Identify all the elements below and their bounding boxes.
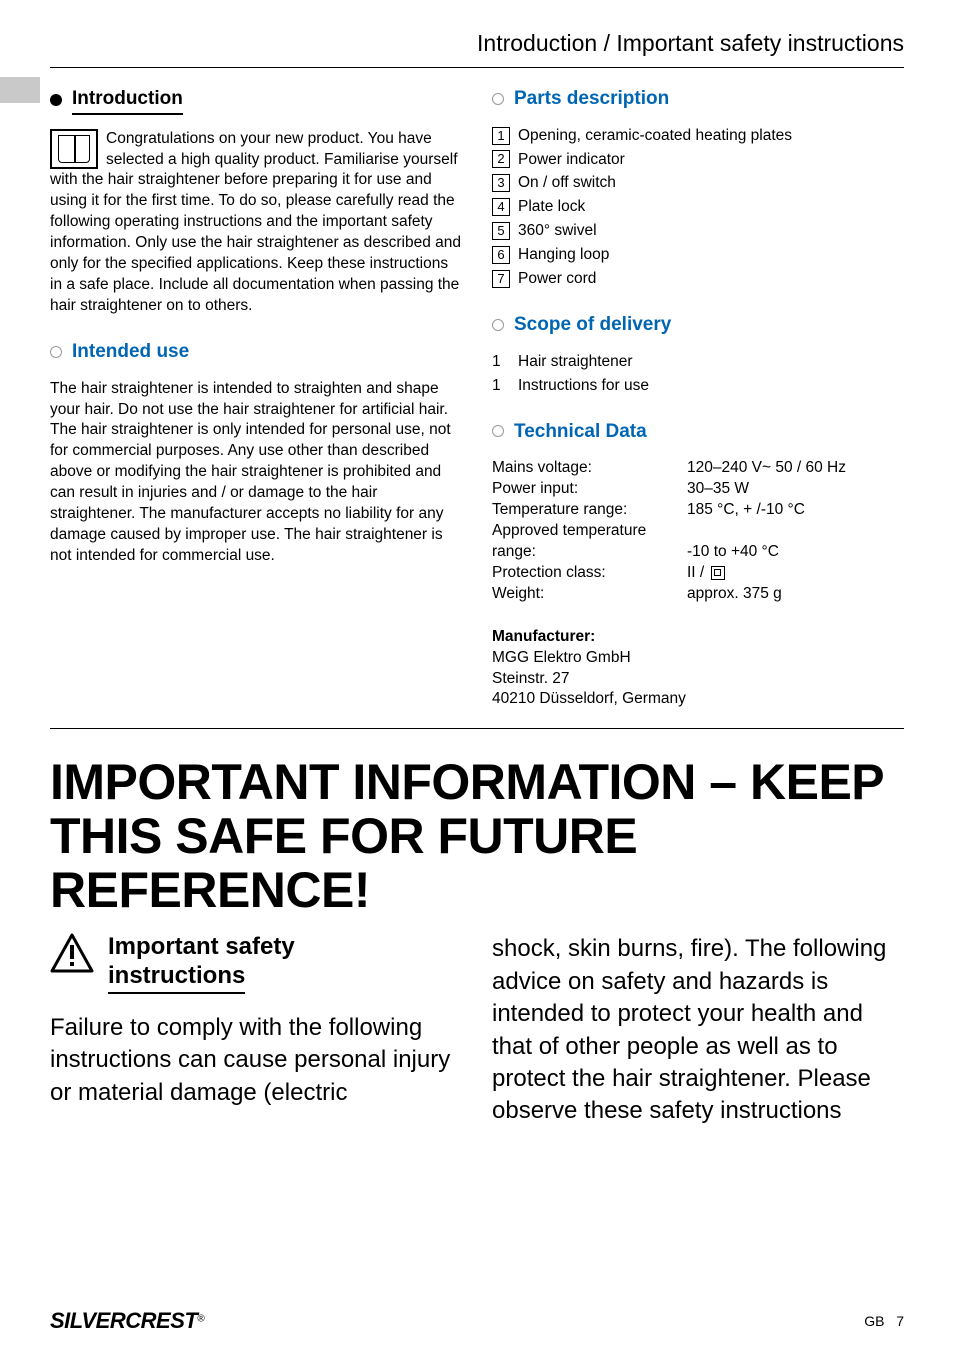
brand-text: SILVERCREST [50, 1308, 197, 1333]
part-label: Hanging loop [518, 246, 609, 263]
tech-value: II / [687, 563, 725, 584]
tech-row: range:-10 to +40 °C [492, 542, 904, 563]
intro-head-text: Introduction [72, 86, 183, 115]
left-column: Introduction Congratulations on your new… [50, 86, 462, 710]
manufacturer-line: MGG Elektro GmbH [492, 648, 904, 669]
scope-label: Hair straightener [518, 353, 633, 370]
part-label: Plate lock [518, 198, 585, 215]
running-head: Introduction / Important safety instruct… [0, 0, 954, 67]
tech-label: Approved temperature [492, 521, 687, 542]
tech-row: Power input:30–35 W [492, 479, 904, 500]
intended-heading: Intended use [50, 339, 462, 365]
scope-head-text: Scope of delivery [514, 312, 671, 338]
part-item: 5 360° swivel [492, 221, 904, 242]
part-item: 4 Plate lock [492, 197, 904, 218]
part-label: Power cord [518, 270, 596, 287]
right-column: Parts description 1 Opening, ceramic-coat… [492, 86, 904, 710]
lower-columns: Important safety instructions Failure to… [0, 933, 954, 1127]
scope-item: 1Instructions for use [492, 376, 904, 397]
brand-logo: SILVERCREST® [50, 1308, 205, 1334]
tech-heading: Technical Data [492, 419, 904, 445]
tech-value: 30–35 W [687, 479, 749, 500]
part-label: On / off switch [518, 174, 616, 191]
tech-value: -10 to +40 °C [687, 542, 779, 563]
scope-heading: Scope of delivery [492, 312, 904, 338]
manufacturer-block: Manufacturer: MGG Elektro GmbH Steinstr.… [492, 627, 904, 711]
footer: SILVERCREST® GB 7 [50, 1308, 904, 1334]
tech-table: Mains voltage:120–240 V~ 50 / 60 Hz Powe… [492, 458, 904, 604]
scope-list: 1Hair straightener 1Instructions for use [492, 352, 904, 397]
part-num: 6 [492, 246, 510, 264]
page-lang: GB [864, 1313, 884, 1329]
giant-notice: IMPORTANT INFORMATION – KEEP THIS SAFE F… [0, 729, 954, 933]
part-num: 5 [492, 222, 510, 240]
tech-label: Temperature range: [492, 500, 687, 521]
intended-head-text: Intended use [72, 339, 189, 365]
part-num: 3 [492, 174, 510, 192]
part-label: Opening, ceramic-coated heating plates [518, 127, 792, 144]
intended-body: The hair straightener is intended to str… [50, 379, 462, 567]
safety-heading: Important safety instructions [108, 933, 295, 994]
tech-label: range: [492, 542, 687, 563]
manual-icon [50, 129, 98, 169]
tech-label: Protection class: [492, 563, 687, 584]
tech-label: Mains voltage: [492, 458, 687, 479]
manufacturer-line: Steinstr. 27 [492, 669, 904, 690]
tech-label: Weight: [492, 584, 687, 605]
part-num: 4 [492, 198, 510, 216]
safety-head-line2: instructions [108, 962, 245, 994]
part-item: 1 Opening, ceramic-coated heating plates [492, 126, 904, 147]
part-label: Power indicator [518, 151, 625, 168]
manufacturer-head: Manufacturer: [492, 627, 904, 648]
scope-qty: 1 [492, 352, 518, 373]
part-num: 1 [492, 127, 510, 145]
bullet-solid-icon [50, 94, 62, 106]
tech-value: approx. 375 g [687, 584, 782, 605]
part-item: 2 Power indicator [492, 150, 904, 171]
intro-body: Congratulations on your new product. You… [50, 130, 461, 314]
intro-heading: Introduction [50, 86, 462, 115]
lower-left: Important safety instructions Failure to… [50, 933, 462, 1127]
parts-head-text: Parts description [514, 86, 669, 112]
tech-row: Protection class:II / [492, 563, 904, 584]
brand-reg: ® [197, 1314, 204, 1325]
lower-right: shock, skin burns, fire). The following … [492, 933, 904, 1127]
safety-heading-row: Important safety instructions [50, 933, 462, 994]
scope-label: Instructions for use [518, 377, 649, 394]
part-item: 3 On / off switch [492, 173, 904, 194]
part-label: 360° swivel [518, 222, 597, 239]
safety-right-body: shock, skin burns, fire). The following … [492, 933, 904, 1127]
parts-list: 1Opening, ceramic-coated heating plates … [492, 126, 904, 290]
part-item: 7 Power cord [492, 269, 904, 290]
tech-value: 185 °C, + /-10 °C [687, 500, 805, 521]
class-ii-icon [711, 566, 725, 580]
scope-qty: 1 [492, 376, 518, 397]
tech-row: Mains voltage:120–240 V~ 50 / 60 Hz [492, 458, 904, 479]
bullet-hollow-icon [492, 319, 504, 331]
main-columns: Introduction Congratulations on your new… [0, 68, 954, 710]
warning-icon [50, 933, 94, 973]
tech-row: Weight:approx. 375 g [492, 584, 904, 605]
part-num: 2 [492, 150, 510, 168]
tech-label: Power input: [492, 479, 687, 500]
tech-row: Temperature range:185 °C, + /-10 °C [492, 500, 904, 521]
page-number: GB 7 [864, 1313, 904, 1329]
part-item: 6 Hanging loop [492, 245, 904, 266]
parts-heading: Parts description [492, 86, 904, 112]
bullet-hollow-icon [50, 346, 62, 358]
bullet-hollow-icon [492, 425, 504, 437]
bullet-hollow-icon [492, 93, 504, 105]
tech-value: 120–240 V~ 50 / 60 Hz [687, 458, 846, 479]
margin-tab [0, 77, 40, 103]
tech-head-text: Technical Data [514, 419, 647, 445]
part-num: 7 [492, 270, 510, 288]
tech-row: Approved temperature [492, 521, 904, 542]
tech-value-text: II / [687, 564, 709, 581]
safety-left-body: Failure to comply with the following ins… [50, 1012, 462, 1109]
scope-item: 1Hair straightener [492, 352, 904, 373]
safety-head-line1: Important safety [108, 933, 295, 962]
intro-paragraph: Congratulations on your new product. You… [50, 129, 462, 317]
manufacturer-line: 40210 Düsseldorf, Germany [492, 689, 904, 710]
page-num: 7 [896, 1313, 904, 1329]
